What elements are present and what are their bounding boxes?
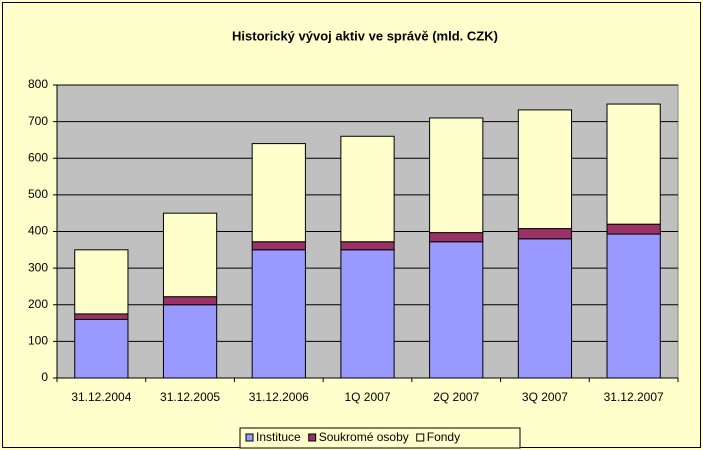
bar-segment [340, 135, 395, 243]
y-tick-label: 500 [28, 187, 48, 201]
legend-label: Soukromé osoby [319, 430, 409, 444]
bar-segment [74, 313, 129, 320]
bar-segment [606, 233, 661, 379]
bar-segment [340, 249, 395, 379]
y-tick-label: 600 [28, 150, 48, 164]
legend-box [239, 427, 521, 449]
bar-segment [517, 109, 573, 230]
bar-segment [606, 223, 661, 235]
bar-segment [340, 241, 395, 251]
y-tick-label: 300 [28, 260, 48, 274]
bar-segment [74, 318, 129, 379]
y-tick-label: 400 [28, 224, 48, 238]
bar-segment [162, 304, 218, 379]
y-tick-label: 700 [28, 114, 48, 128]
bar-segment [429, 117, 484, 234]
bar-segment [251, 143, 306, 243]
bar-segment [517, 228, 573, 240]
legend-swatch [245, 433, 254, 442]
legend-label: Instituce [256, 430, 301, 444]
y-tick-label: 800 [28, 77, 48, 91]
x-tick-label: 1Q 2007 [344, 390, 390, 404]
x-tick-label: 31.12.2006 [249, 390, 309, 404]
legend-label: Fondy [427, 430, 460, 444]
x-tick-label: 31.12.2007 [604, 390, 664, 404]
chart-title: Historický vývoj aktiv ve správě (mld. C… [232, 28, 498, 43]
bar-segment [251, 249, 306, 379]
bar-segment [429, 241, 484, 379]
bar-segment [74, 249, 129, 315]
x-tick-label: 3Q 2007 [522, 390, 568, 404]
legend-swatch [416, 433, 425, 442]
x-tick-label: 31.12.2005 [160, 390, 220, 404]
bar-segment [517, 238, 573, 379]
bar-segment [251, 241, 306, 251]
bar-segment [162, 296, 218, 306]
legend-swatch [308, 433, 317, 442]
y-tick-label: 0 [41, 370, 48, 384]
y-tick-label: 200 [28, 297, 48, 311]
bar-segment [429, 232, 484, 243]
y-tick-label: 100 [28, 334, 48, 348]
bar-segment [606, 103, 661, 225]
x-tick-label: 31.12.2004 [71, 390, 131, 404]
bar-segment [162, 212, 218, 298]
x-tick-label: 2Q 2007 [433, 390, 479, 404]
